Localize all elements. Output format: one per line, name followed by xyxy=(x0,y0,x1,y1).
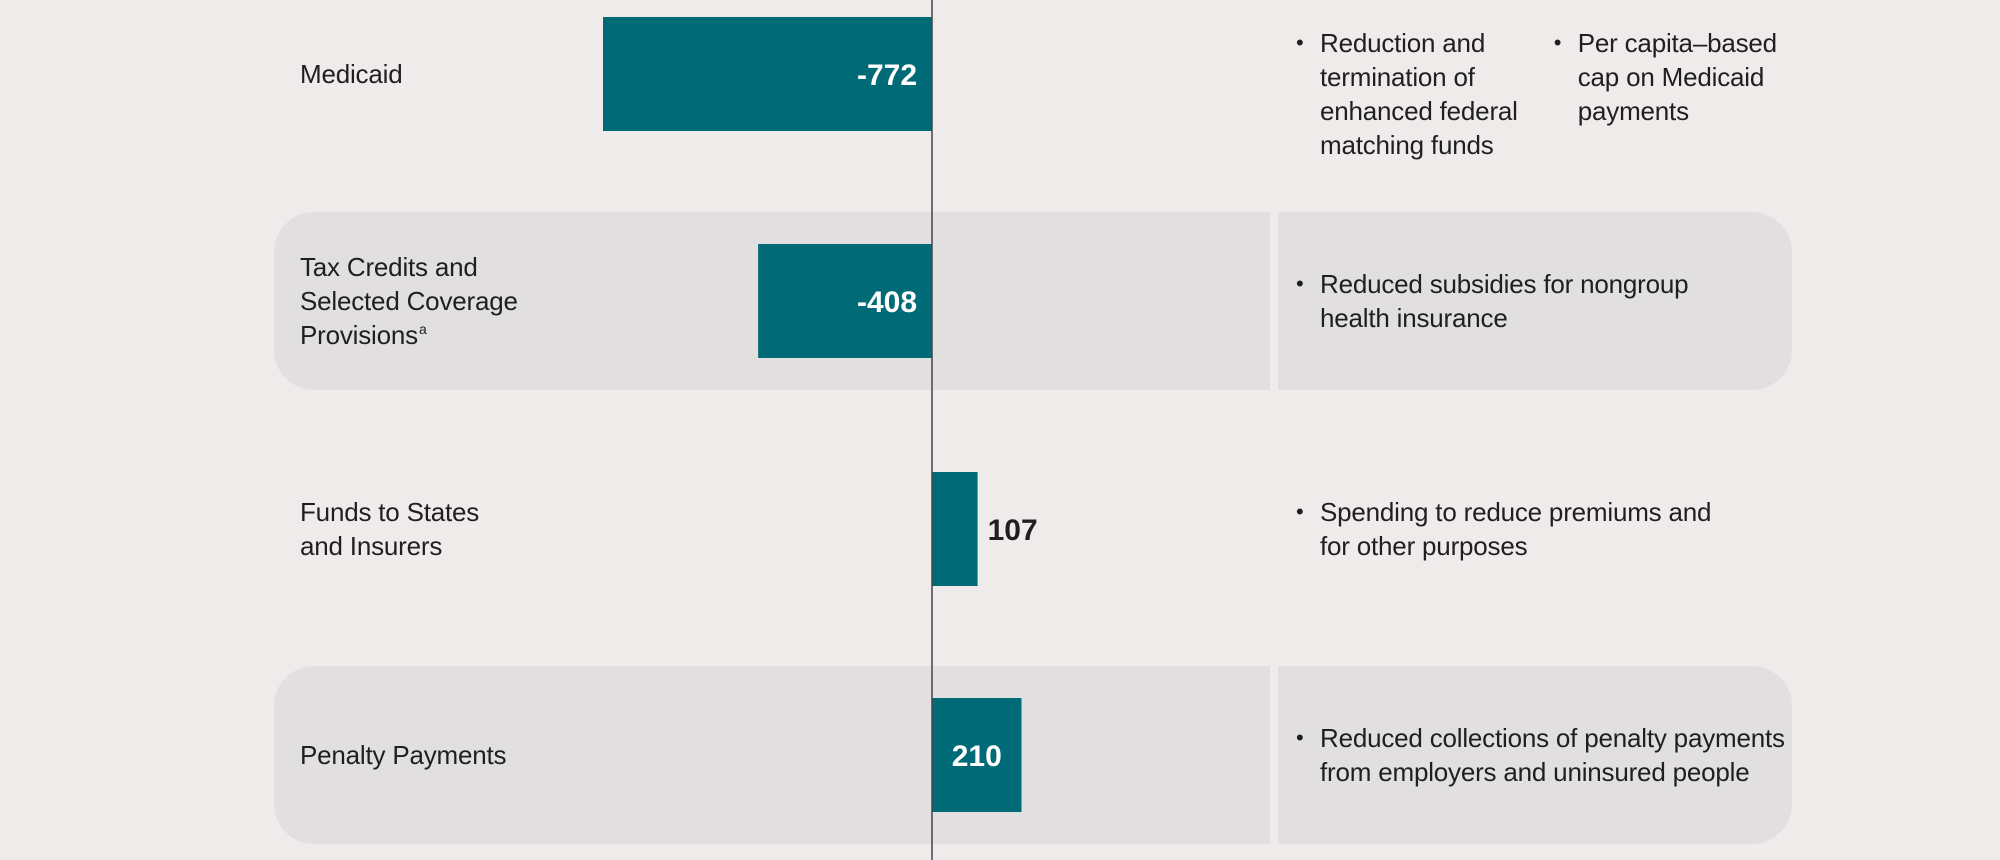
bar-value-label: -408 xyxy=(857,286,917,319)
bar-value-label: 107 xyxy=(988,514,1038,547)
bar-value-label: 210 xyxy=(952,740,1002,773)
note-line: from employers and uninsured people xyxy=(1320,757,1750,787)
note-item: Reduction and termination of enhanced fede… xyxy=(1296,26,1518,162)
note-line: Spending to reduce premiums and xyxy=(1320,497,1712,527)
bar xyxy=(758,244,932,358)
bar xyxy=(603,17,932,131)
bar-value-label: -772 xyxy=(857,59,917,92)
category-label-line: Penalty Payments xyxy=(300,740,507,770)
note-line: health insurance xyxy=(1320,303,1508,333)
note-line: cap on Medicaid xyxy=(1577,62,1765,92)
note-line: payments xyxy=(1577,96,1689,126)
category-label-line: Medicaid xyxy=(300,59,403,89)
note-line: Reduced collections of penalty payments xyxy=(1320,723,1785,753)
note-line: Reduction and xyxy=(1320,28,1486,58)
footnote-marker: a xyxy=(418,321,427,338)
category-label-text: Medicaid xyxy=(300,57,403,91)
row-band-left xyxy=(274,666,1270,844)
note-item: Reduced collections of penalty payments f… xyxy=(1296,721,1785,789)
bar xyxy=(932,698,1022,812)
row-notes: Reduction and termination of enhanced fede… xyxy=(1296,26,1816,162)
note-item: Spending to reduce premiums and for other… xyxy=(1296,495,1711,563)
row-notes: Reduced collections of penalty payments f… xyxy=(1296,721,1816,789)
category-label-text: Funds to States and Insurers xyxy=(300,495,479,563)
category-label-text: Tax Credits and Selected Coverage Provisio… xyxy=(300,250,518,352)
category-label: Funds to States and Insurers xyxy=(300,495,660,563)
bar xyxy=(932,472,978,586)
category-label: Medicaid xyxy=(300,57,660,91)
note-item: Reduced subsidies for nongroup health ins… xyxy=(1296,267,1689,335)
category-label-line: and Insurers xyxy=(300,531,443,561)
note-line: Per capita–based xyxy=(1577,28,1777,58)
category-label: Tax Credits and Selected Coverage Provisio… xyxy=(300,250,660,352)
category-label-line: Tax Credits and xyxy=(300,252,478,282)
note-line: termination of xyxy=(1320,62,1475,92)
category-label-line: Funds to States xyxy=(300,497,480,527)
category-label-line: Provisionsa xyxy=(300,320,427,350)
category-label: Penalty Payments xyxy=(300,738,660,772)
row-notes: Spending to reduce premiums and for other… xyxy=(1296,495,1816,563)
note-line: enhanced federal xyxy=(1320,96,1518,126)
note-line: matching funds xyxy=(1320,130,1494,160)
note-item: Per capita–based cap on Medicaid payments xyxy=(1554,26,1777,128)
note-line: Reduced subsidies for nongroup xyxy=(1320,269,1689,299)
row-notes: Reduced subsidies for nongroup health ins… xyxy=(1296,267,1816,335)
note-line: for other purposes xyxy=(1320,531,1528,561)
category-label-line: Selected Coverage xyxy=(300,286,518,316)
category-label-text: Penalty Payments xyxy=(300,738,507,772)
